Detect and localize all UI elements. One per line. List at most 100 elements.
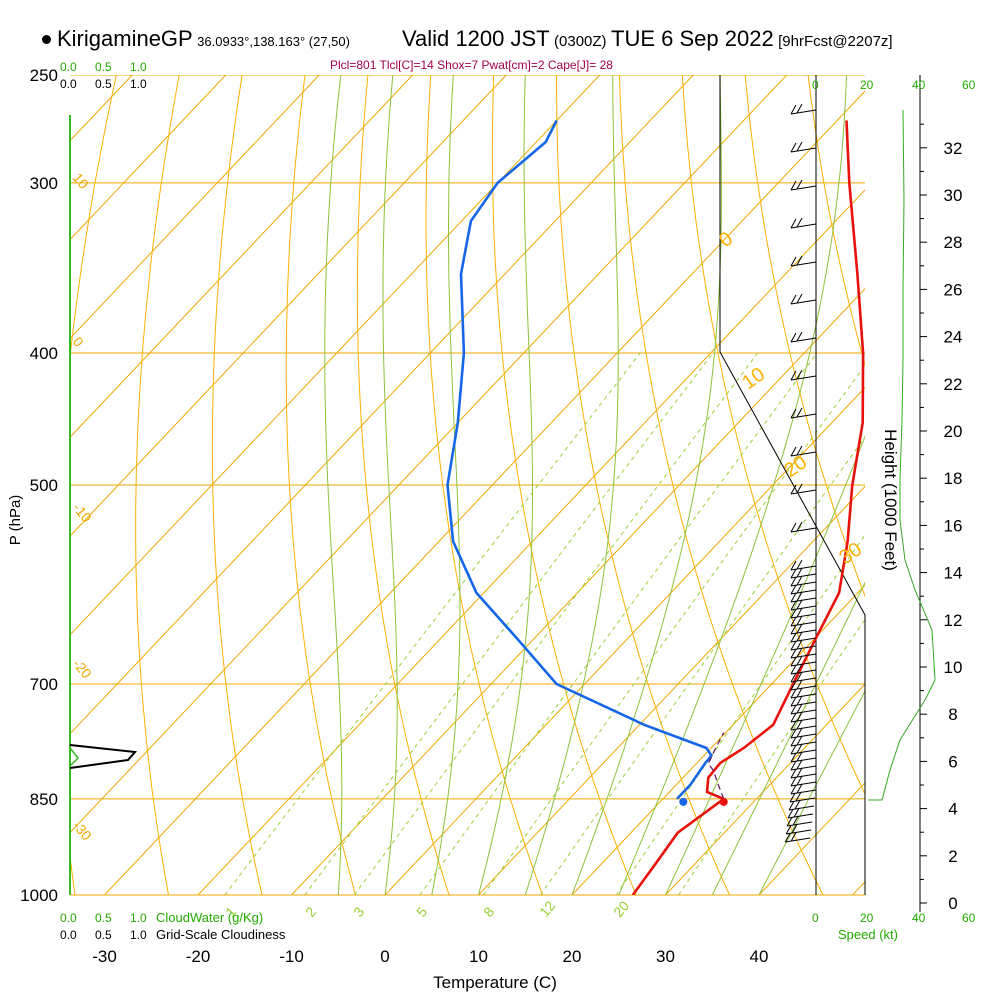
wind-barb-icon — [790, 717, 817, 723]
cw-scale-bottom-black: 0.5 — [95, 928, 112, 942]
wind-barb-flag — [790, 776, 797, 787]
wind-barb-flag — [796, 567, 803, 578]
cw-scale-top-black: 1.0 — [130, 77, 147, 91]
wind-barb-flag — [796, 727, 803, 738]
isotherm-line — [291, 288, 865, 895]
wind-barb-flag — [790, 560, 797, 571]
wind-barb-icon — [790, 709, 817, 715]
isotherm-line — [70, 75, 601, 636]
wind-barb-flag — [796, 639, 803, 650]
wind-barb-flag — [796, 575, 803, 586]
station-dot-icon — [42, 35, 51, 45]
wind-barb-flag — [790, 688, 797, 699]
dry-adiabat — [356, 75, 450, 895]
wind-barb-flag — [790, 616, 797, 627]
speed-bottom-60: 60 — [962, 911, 976, 925]
wind-barb-icon — [790, 597, 817, 603]
wind-barb-icon — [790, 725, 817, 731]
wind-barb-flag — [796, 671, 803, 682]
wind-barb-flag — [784, 832, 791, 843]
cloudiness-profile — [69, 744, 138, 769]
moist-adiabat — [618, 75, 847, 895]
wind-barb-flag — [790, 408, 797, 419]
height-tick-label: 32 — [944, 139, 963, 158]
temp-tick-label: 30 — [656, 947, 675, 966]
wind-barb-icon — [790, 147, 817, 153]
dry-adiabat — [555, 75, 731, 895]
cloudwater-label: CloudWater (g/Kg) — [156, 910, 263, 925]
wind-barb-icon — [790, 109, 817, 115]
wind-barb-flag — [796, 655, 803, 666]
height-tick-label: 24 — [944, 328, 963, 347]
station-coords: 36.0933°,138.163° (27,50) — [197, 34, 350, 49]
isotherm-line — [104, 90, 865, 895]
y-axis-title: P (hPa) — [7, 495, 24, 546]
x-axis-title: Temperature (C) — [433, 973, 557, 992]
wind-barb-flag — [796, 679, 803, 690]
cw-scale-bottom: 1.0 — [130, 911, 147, 925]
temp-tick-label: 10 — [469, 947, 488, 966]
wind-barb-flag — [796, 483, 803, 494]
pressure-tick-label: 250 — [30, 66, 58, 85]
moist-adiabat — [571, 75, 722, 895]
speed-top-0: 0 — [812, 78, 819, 92]
cw-scale-bottom: 0.0 — [60, 911, 77, 925]
temp-tick-label: -20 — [186, 947, 211, 966]
valid-label: Valid 1200 JST — [402, 26, 550, 51]
wind-barb-icon — [790, 765, 817, 771]
cloudwater-profile — [69, 747, 80, 767]
speed-top-40: 40 — [912, 78, 926, 92]
wind-barb-icon — [790, 693, 817, 699]
wind-barb-flag — [796, 583, 803, 594]
wind-barb-flag — [796, 615, 803, 626]
cw-scale-top-black: 0.5 — [95, 77, 112, 91]
wind-barb-flag — [796, 775, 803, 786]
wind-barb-flag — [796, 407, 803, 418]
wind-barb-icon — [790, 581, 817, 587]
wind-barb-flag — [795, 791, 802, 802]
wind-barb-flag — [796, 631, 803, 642]
wind-barb-icon — [790, 677, 817, 683]
isotherm-line — [70, 75, 414, 439]
wind-barb-flag — [796, 767, 803, 778]
wind-barb-flag — [796, 103, 803, 114]
height-tick-label: 22 — [944, 375, 963, 394]
wind-barb-flag — [796, 445, 803, 456]
mixing-ratio-label: 3 — [350, 904, 367, 920]
cw-scale-top: 1.0 — [130, 60, 147, 74]
isotherm-line — [571, 584, 865, 895]
isotherm-line — [70, 75, 320, 340]
wind-barb-flag — [790, 736, 797, 747]
wind-barb-flag — [796, 663, 803, 674]
wind-barb-flag — [794, 799, 801, 810]
wind-barb-icon — [790, 613, 817, 619]
wind-barb-icon — [790, 757, 817, 763]
isotherm-line — [852, 881, 865, 895]
height-tick-label: 18 — [944, 469, 963, 488]
wind-barb-icon — [790, 451, 817, 457]
wind-barb-flag — [796, 743, 803, 754]
wind-barb-flag — [790, 522, 797, 533]
dry-adiabat — [618, 75, 824, 895]
wind-speed-profile — [868, 109, 936, 801]
height-tick-label: 12 — [944, 611, 963, 630]
wind-barb-flag — [796, 369, 803, 380]
speed-bottom-40: 40 — [912, 911, 926, 925]
height-tick-label: 28 — [944, 233, 963, 252]
temp-tick-label: -30 — [92, 947, 117, 966]
height-tick-label: 6 — [948, 752, 957, 771]
mixing-ratio-line — [615, 534, 865, 895]
wind-barb-icon — [790, 337, 817, 343]
temp-tick-label: 40 — [750, 947, 769, 966]
wind-barb-flag — [790, 592, 797, 603]
mixing-ratio-label: 5 — [413, 904, 430, 920]
wind-barb-flag — [790, 294, 797, 305]
mixing-ratio-line — [419, 352, 818, 895]
wind-barb-flag — [796, 759, 803, 770]
isotherm-line — [70, 75, 507, 537]
wind-barb-flag — [790, 696, 797, 707]
mixing-ratio-label: 8 — [480, 904, 497, 920]
wind-barb-flag — [790, 656, 797, 667]
